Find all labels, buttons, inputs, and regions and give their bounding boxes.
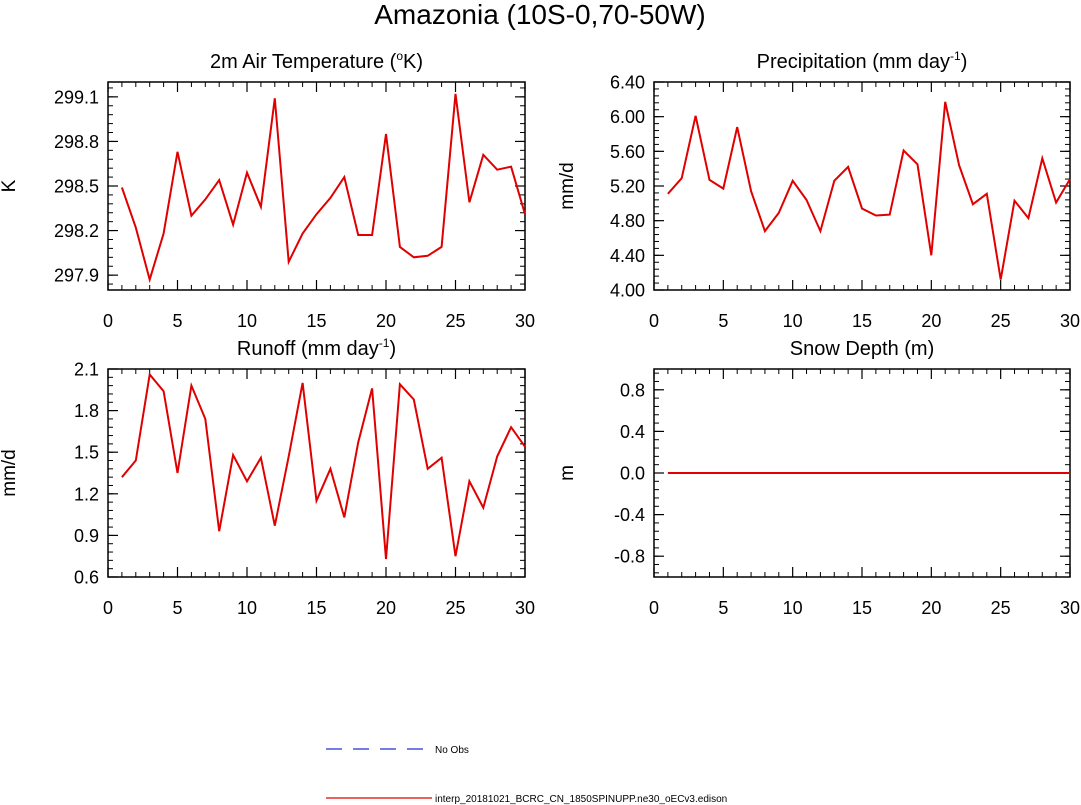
panel-title: 2m Air Temperature (oK) — [210, 49, 423, 73]
x-tick-label: 10 — [783, 311, 803, 331]
y-tick-label: 0.8 — [620, 380, 645, 400]
x-tick-label: 0 — [649, 311, 659, 331]
x-tick-label: 0 — [649, 598, 659, 618]
legend-label-no-obs: No Obs — [435, 745, 469, 756]
y-tick-label: 0.9 — [74, 526, 99, 546]
y-tick-label: 299.1 — [54, 87, 99, 107]
x-tick-label: 20 — [921, 598, 941, 618]
x-tick-label: 20 — [376, 311, 396, 331]
y-axis-label: m — [557, 465, 578, 481]
y-tick-label: 4.00 — [610, 281, 645, 301]
x-tick-label: 30 — [515, 311, 535, 331]
y-tick-label: 5.20 — [610, 177, 645, 197]
panels: 0 5 10 15 20 25 30 297.9 298.2 298.5 298.8 299.1 2m … — [0, 49, 1080, 618]
x-tick-label: 15 — [852, 598, 872, 618]
x-tick-label: 25 — [991, 311, 1011, 331]
y-tick-label: 298.5 — [54, 177, 99, 197]
plot-frame — [107, 368, 526, 578]
x-tick-label: 30 — [515, 598, 535, 618]
y-axis-label: mm/d — [0, 449, 20, 497]
x-tick-label: 20 — [921, 311, 941, 331]
x-tick-label: 25 — [991, 598, 1011, 618]
x-tick-label: 10 — [237, 598, 257, 618]
x-tick-label: 10 — [783, 598, 803, 618]
panel-title: Snow Depth (m) — [790, 338, 935, 360]
panel-title: Precipitation (mm day-1) — [757, 49, 968, 73]
y-tick-label: 1.5 — [74, 443, 99, 463]
panel-temperature: 0 5 10 15 20 25 30 297.9 298.2 298.5 298.8 299.1 2m … — [0, 49, 535, 331]
plot-frame — [653, 81, 1071, 291]
y-tick-label: 0.0 — [620, 464, 645, 484]
y-tick-label: 5.60 — [610, 142, 645, 162]
y-tick-label: 2.1 — [74, 360, 99, 380]
series-line — [121, 372, 526, 560]
x-tick-label: 15 — [306, 598, 326, 618]
panel-snow-depth: 0 5 10 15 20 25 30 -0.8 -0.4 0.0 0.4 0.8 Snow Depth … — [557, 338, 1080, 618]
x-tick-label: 5 — [172, 598, 182, 618]
x-tick-label: 30 — [1060, 311, 1080, 331]
y-tick-label: 1.8 — [74, 401, 99, 421]
y-tick-label: 0.6 — [74, 568, 99, 588]
x-tick-label: 10 — [237, 311, 257, 331]
y-tick-label: 298.2 — [54, 221, 99, 241]
legend-label-model: interp_20181021_BCRC_CN_1850SPINUPP.ne30… — [435, 794, 727, 805]
panel-title: Runoff (mm day-1) — [237, 336, 396, 360]
y-tick-label: 0.4 — [620, 422, 645, 442]
y-tick-label: -0.4 — [614, 505, 645, 525]
figure-title: Amazonia (10S-0,70-50W) — [374, 0, 705, 30]
panel-runoff: 0 5 10 15 20 25 30 0.6 0.9 1.2 1.5 1.8 2.1 Runoff (mm… — [0, 336, 535, 618]
series-line — [120, 93, 526, 284]
x-tick-label: 5 — [172, 311, 182, 331]
y-tick-label: 4.40 — [610, 246, 645, 266]
y-axis-label: mm/d — [557, 162, 578, 210]
panel-precipitation: 0 5 10 15 20 25 30 4.00 4.40 4.80 5.20 5.60 6.00 6.40… — [557, 49, 1080, 331]
x-tick-label: 15 — [306, 311, 326, 331]
y-tick-label: 1.2 — [74, 484, 99, 504]
y-tick-label: 297.9 — [54, 266, 99, 286]
y-tick-label: -0.8 — [614, 547, 645, 567]
x-tick-label: 5 — [718, 598, 728, 618]
y-tick-label: 4.80 — [610, 211, 645, 231]
x-tick-label: 15 — [852, 311, 872, 331]
x-tick-label: 0 — [103, 311, 113, 331]
series-line — [667, 101, 1071, 280]
legend: No Obs interp_20181021_BCRC_CN_1850SPINU… — [326, 745, 727, 805]
y-tick-label: 298.8 — [54, 132, 99, 152]
y-axis-label: K — [0, 179, 20, 192]
x-tick-label: 25 — [445, 311, 465, 331]
y-tick-label: 6.40 — [610, 73, 645, 93]
x-tick-label: 25 — [445, 598, 465, 618]
plot-frame — [107, 81, 526, 291]
x-tick-label: 5 — [718, 311, 728, 331]
x-tick-label: 0 — [103, 598, 113, 618]
x-tick-label: 30 — [1060, 598, 1080, 618]
x-tick-label: 20 — [376, 598, 396, 618]
y-tick-label: 6.00 — [610, 107, 645, 127]
